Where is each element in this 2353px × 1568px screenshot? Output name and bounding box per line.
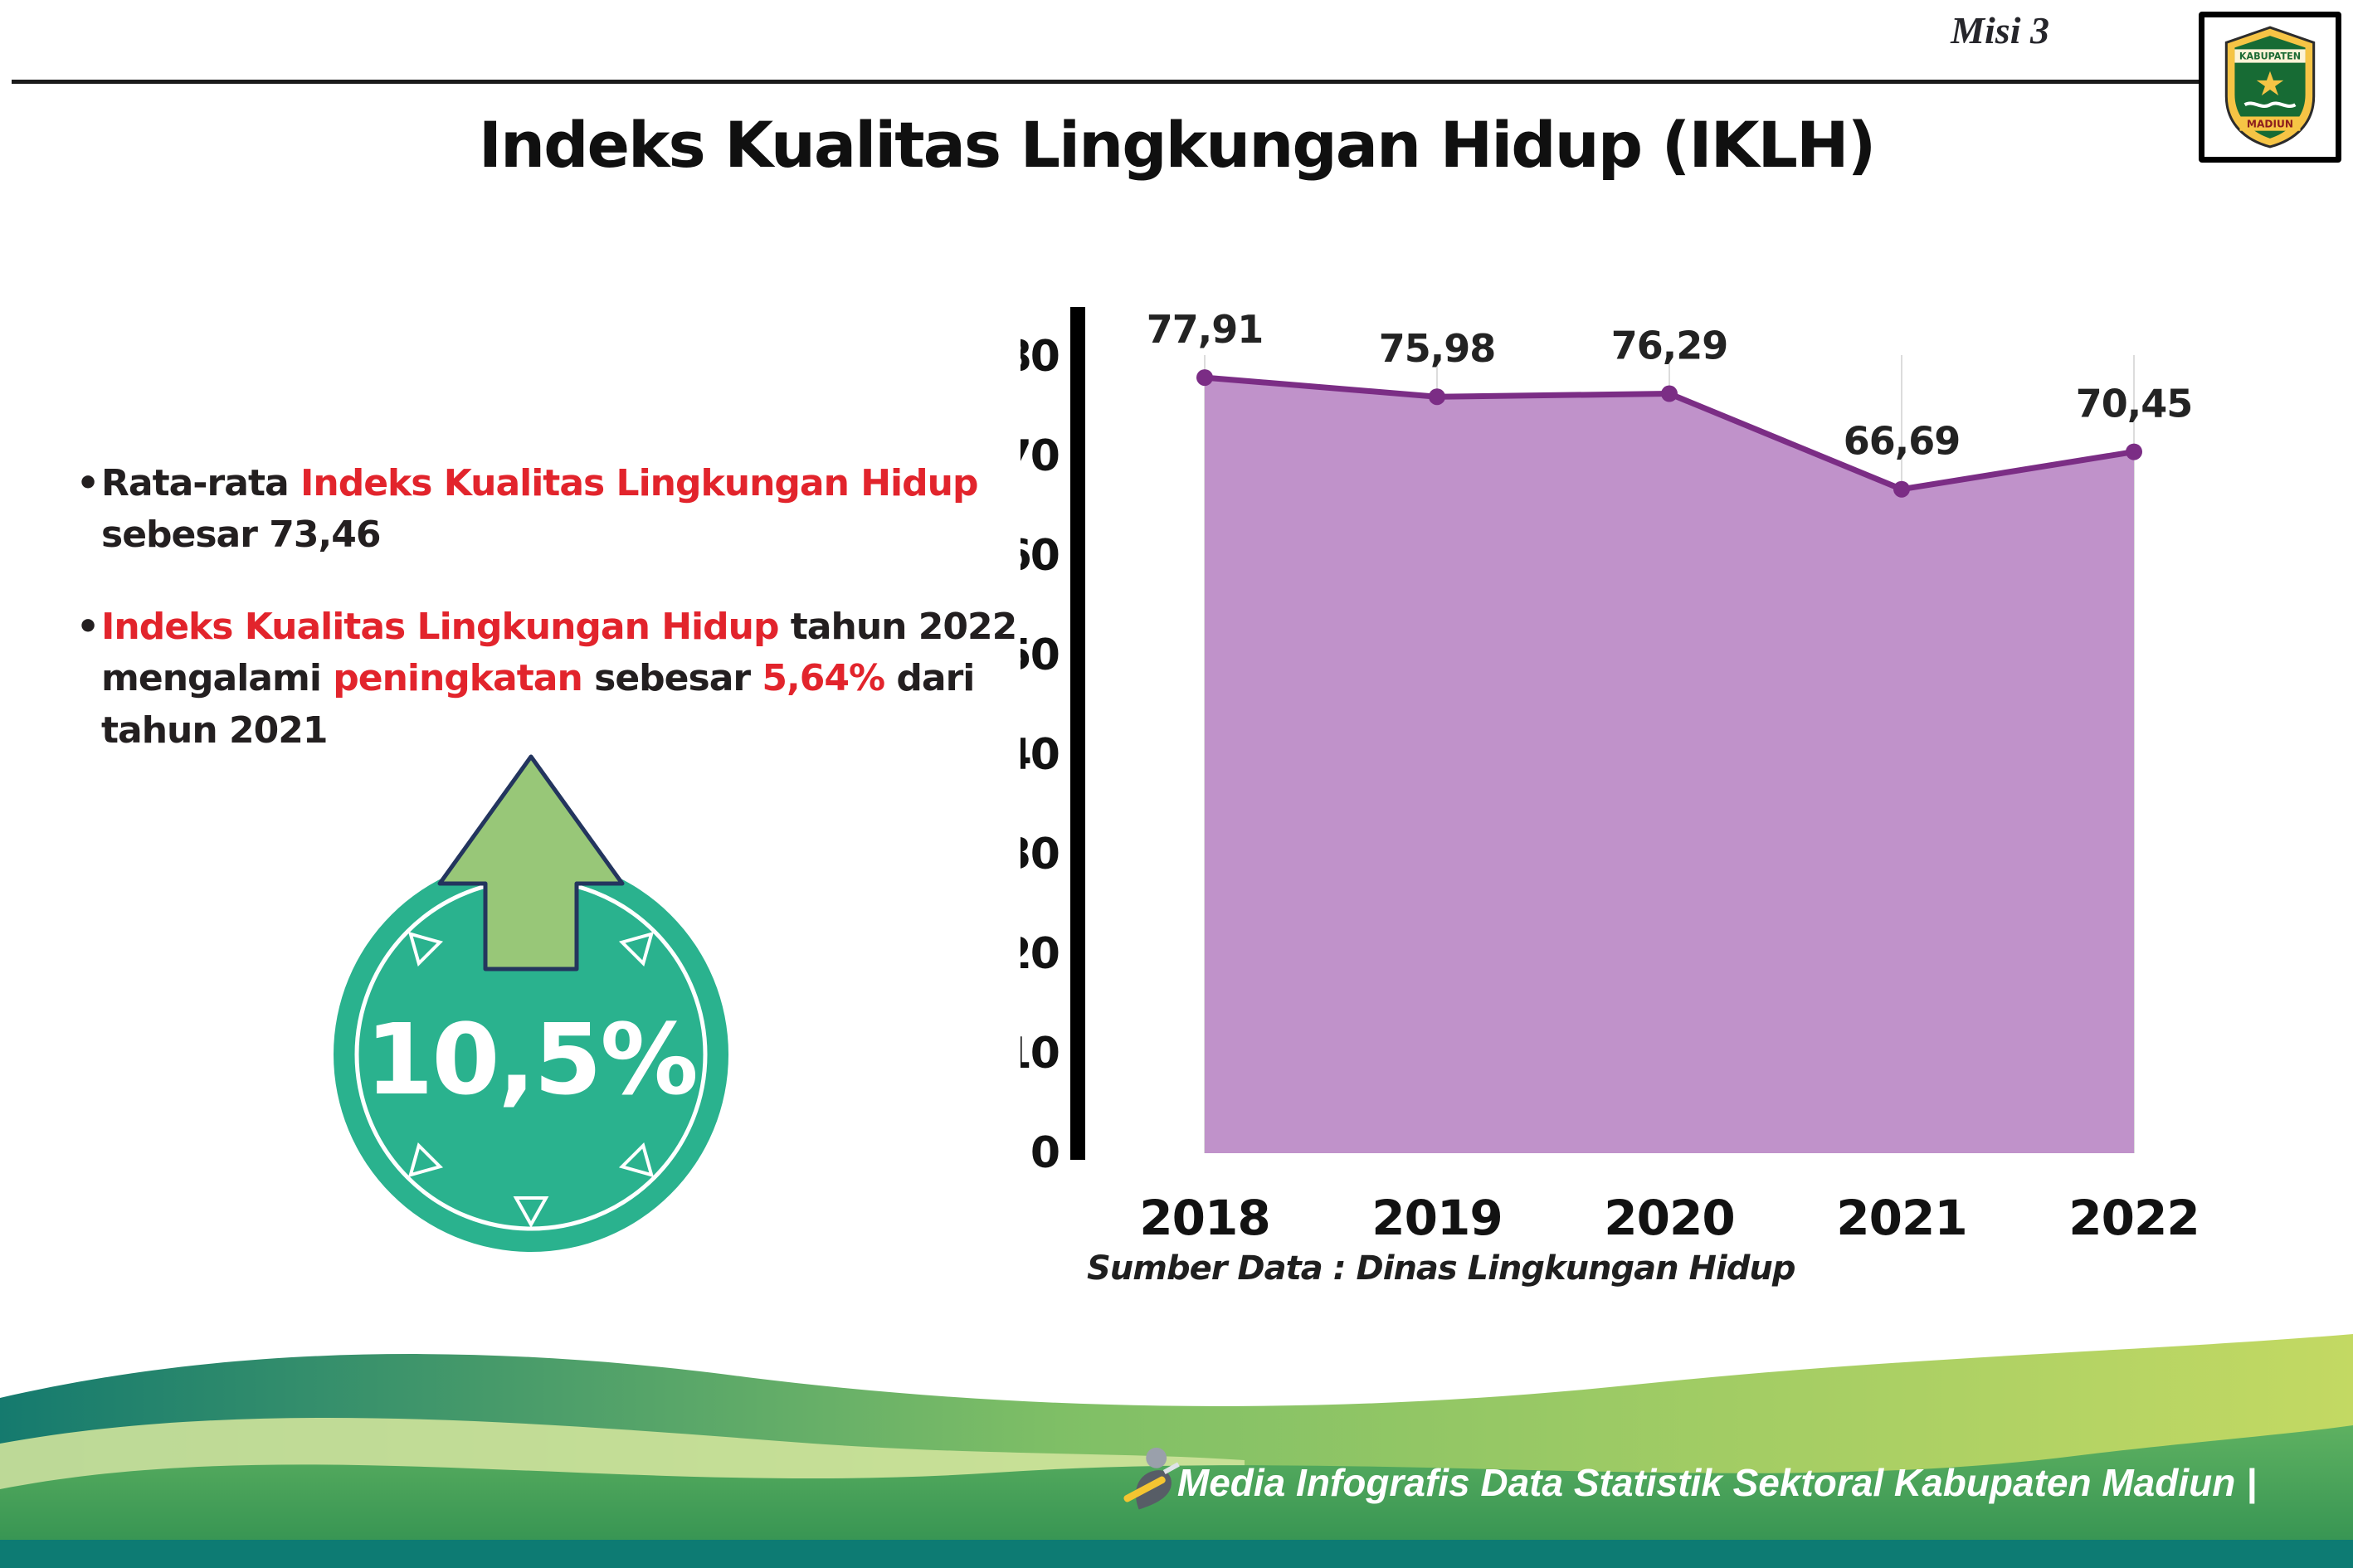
emblem-shield-icon: KABUPATEN MADIUN xyxy=(2224,26,2316,149)
triangle-mark-nw xyxy=(407,931,444,967)
mascot-pencil xyxy=(1123,1476,1166,1502)
area-fill xyxy=(1205,377,2134,1153)
y-tick-label: 70 xyxy=(1021,431,1059,481)
triangle-mark-s xyxy=(513,1196,549,1229)
x-tick-label: 2021 xyxy=(1836,1190,1966,1246)
x-tick-label: 2020 xyxy=(1604,1190,1734,1246)
key-points-list: Rata-rata Indeks Kualitas Lingkungan Hid… xyxy=(76,458,1047,796)
triangle-mark-se xyxy=(618,1142,655,1178)
chart-canvas: 77,91 75,98 76,29 66,69 70,45 0 10 20 30 40 50 60 70… xyxy=(1002,307,2200,1246)
chart-source-note: Sumber Data : Dinas Lingkungan Hidup xyxy=(1087,1249,1795,1288)
bullet-text-segment: Indeks Kualitas Lingkungan Hidup xyxy=(101,605,779,648)
mascot-icon xyxy=(1123,1447,1180,1510)
y-axis xyxy=(1070,307,1085,1160)
bullet-text-segment: 5,64% xyxy=(762,657,885,700)
value-label: 66,69 xyxy=(1844,419,1961,464)
x-tick-label: 2022 xyxy=(2068,1190,2199,1246)
footer-credit-text: Media Infografis Data Statistik Sektoral… xyxy=(1176,1461,2257,1504)
bullet-text-segment: sebesar xyxy=(582,657,762,700)
shield-top-text: KABUPATEN xyxy=(2239,51,2301,62)
badge-percentage: 10,5% xyxy=(365,1002,698,1117)
bullet-text-segment: sebesar 73,46 xyxy=(101,514,381,557)
footer-main-wave xyxy=(0,1425,2353,1568)
shield-wave-ornament xyxy=(2243,101,2297,109)
kabupaten-madiun-logo: KABUPATEN MADIUN xyxy=(2199,12,2341,163)
mascot-head xyxy=(1146,1447,1167,1468)
misi-label: Misi 3 xyxy=(1951,9,2049,51)
bullet-text-segment: Indeks Kualitas Lingkungan Hidup xyxy=(300,462,978,504)
iklh-area-chart: 77,91 75,98 76,29 66,69 70,45 0 10 20 30 40 50 60 70… xyxy=(1002,282,2265,1319)
y-tick-label: 20 xyxy=(1021,929,1059,979)
y-tick-label: 80 xyxy=(1021,332,1059,382)
triangle-mark-sw xyxy=(407,1142,444,1178)
data-point xyxy=(1893,480,1910,498)
increase-badge-graphic xyxy=(334,754,728,1252)
value-label: 76,29 xyxy=(1611,324,1728,368)
data-point xyxy=(2126,443,2142,460)
bullet-text-segment: tahun 2022 mengalami xyxy=(101,605,1017,700)
value-label: 77,91 xyxy=(1147,307,1264,352)
badge-tick-triangles xyxy=(407,931,655,1229)
page-title: Indeks Kualitas Lingkungan Hidup (IKLH) xyxy=(478,108,1877,182)
footer-bottom-strip xyxy=(0,1540,2353,1568)
y-tick-label: 50 xyxy=(1021,631,1059,680)
value-label: 70,45 xyxy=(2076,382,2193,426)
header-rule xyxy=(12,80,2199,84)
y-tick-label: 0 xyxy=(1030,1128,1059,1178)
data-point xyxy=(1429,388,1445,406)
data-point xyxy=(1661,385,1678,402)
y-tick-label: 60 xyxy=(1021,531,1059,581)
bullet-text-segment: peningkatan xyxy=(333,657,583,700)
shield-bottom-text: MADIUN xyxy=(2247,119,2293,130)
bullet-text-segment: Rata-rata xyxy=(101,462,300,504)
value-label: 75,98 xyxy=(1379,326,1496,371)
y-tick-label: 10 xyxy=(1021,1029,1059,1079)
shield-top-banner xyxy=(2234,49,2306,63)
bullet-average-iklh: Rata-rata Indeks Kualitas Lingkungan Hid… xyxy=(76,458,1047,562)
mascot-arm xyxy=(1162,1462,1180,1475)
up-arrow-icon xyxy=(437,754,625,971)
x-tick-label: 2018 xyxy=(1139,1190,1269,1246)
bullet-text-segment: dari tahun 2021 xyxy=(101,657,975,752)
increase-badge: 10,5% xyxy=(315,747,747,1261)
y-tick-label: 30 xyxy=(1021,830,1059,879)
y-tick-label: 40 xyxy=(1021,730,1059,780)
badge-circle xyxy=(334,857,728,1252)
data-point xyxy=(1196,369,1213,387)
shield-star-icon xyxy=(2256,71,2284,96)
footer-waves xyxy=(0,1319,2353,1568)
x-tick-label: 2019 xyxy=(1371,1190,1502,1246)
bullet-increase-2022: Indeks Kualitas Lingkungan Hidup tahun 2… xyxy=(76,601,1047,757)
triangle-mark-ne xyxy=(618,931,655,967)
footer-wave-graphic xyxy=(0,1334,2353,1568)
shield-bottom-banner xyxy=(2239,116,2301,131)
